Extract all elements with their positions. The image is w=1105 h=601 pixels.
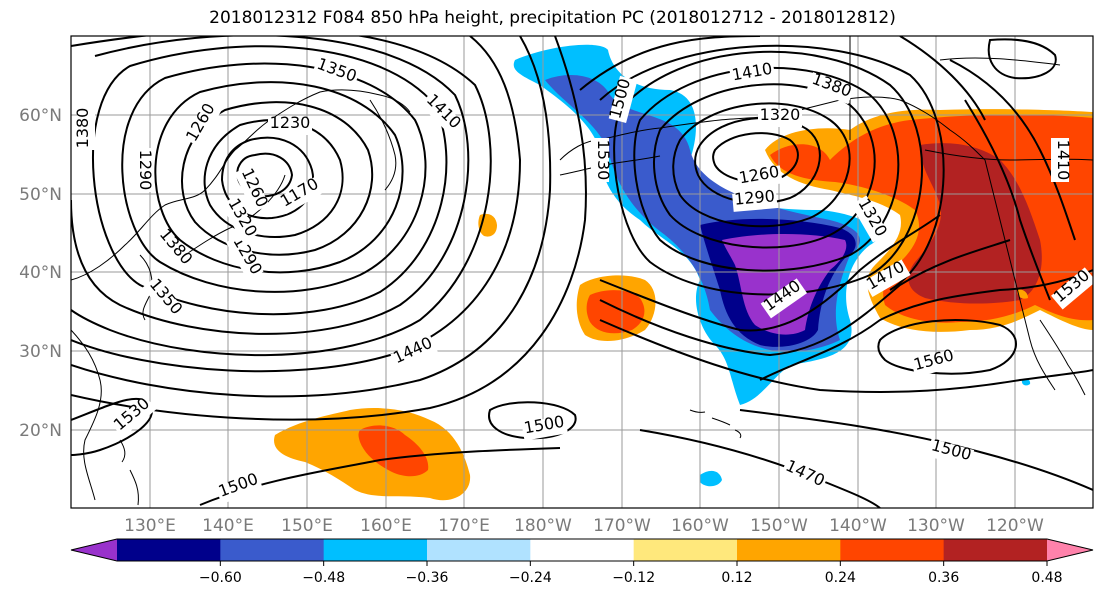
contour-1500	[71, 36, 587, 421]
coast-kamchatka	[369, 99, 397, 191]
border-canada-us	[924, 149, 1093, 161]
contour-1500-ring	[488, 401, 577, 440]
colorbar-tick-label: −0.48	[302, 570, 345, 586]
contour-1440-ak	[599, 44, 945, 291]
colorbar-tick-label: 0.36	[928, 570, 959, 586]
contour-1350	[92, 45, 448, 316]
lat-label: 20°N	[19, 421, 62, 441]
colorbar-extend-max	[1047, 539, 1093, 561]
lat-label: 30°N	[19, 342, 62, 362]
lon-label: 150°W	[750, 516, 808, 536]
lon-label: 140°E	[202, 516, 254, 536]
precip-small-3	[1017, 289, 1028, 299]
contour-1440-na	[964, 99, 1051, 301]
contour-1290	[154, 81, 404, 274]
lon-label: 170°E	[438, 516, 490, 536]
lon-label: 150°E	[281, 516, 333, 536]
contour-1560-ring	[877, 319, 1017, 375]
contour-1410-na	[949, 59, 1076, 241]
contour-1260	[181, 101, 374, 256]
coast-asia	[71, 89, 411, 281]
lon-label: 120°W	[986, 516, 1044, 536]
colorbar-box	[530, 539, 635, 561]
colorbar-box	[323, 539, 428, 561]
precip-small-1	[700, 470, 722, 487]
colorbar-box	[840, 539, 945, 561]
contour-1530	[71, 397, 153, 456]
contour-1500-east	[599, 319, 1093, 393]
lon-label: 130°W	[907, 516, 965, 536]
coast-philippines	[129, 469, 139, 506]
contour-1200	[220, 136, 315, 220]
contour-closed-ne	[987, 38, 1057, 80]
contour-label: 1410	[1054, 140, 1073, 181]
colorbar-tick-label: −0.60	[199, 570, 242, 586]
lon-label: 130°E	[124, 516, 176, 536]
contour-1410	[71, 36, 492, 357]
colorbar-extend-min	[71, 539, 117, 561]
colorbar-box	[943, 539, 1048, 561]
colorbar-tick-label: −0.36	[406, 570, 449, 586]
coast-hudson	[939, 57, 1061, 66]
colorbar-tick-label: 0.12	[721, 570, 752, 586]
contour-1470	[71, 36, 552, 398]
contour-label: 1320	[760, 105, 801, 124]
lat-label: 50°N	[19, 185, 62, 205]
contour-1440-east	[599, 214, 941, 332]
colorbar-tick-label: 0.24	[825, 570, 856, 586]
colorbar-box	[220, 539, 325, 561]
colorbar-tick-label: −0.12	[612, 570, 655, 586]
contour-label: 1230	[270, 113, 311, 132]
lon-label: 160°E	[360, 516, 412, 536]
contour-1350-ak	[653, 83, 876, 249]
map-title: 2018012312 F084 850 hPa height, precipit…	[209, 8, 896, 28]
lon-label: 180°W	[514, 516, 572, 536]
contour-1530-east	[759, 269, 1093, 381]
contour-label: 1530	[594, 140, 613, 181]
contour-1380	[71, 36, 470, 335]
lon-label: 160°W	[671, 516, 729, 536]
coast-namerica-west	[984, 159, 1056, 391]
lon-label: 140°W	[829, 516, 887, 536]
latitude-labels: 60°N 50°N 40°N 30°N 20°N	[19, 106, 62, 441]
longitude-labels: 130°E 140°E 150°E 160°E 170°E 180°W 170°…	[124, 516, 1044, 536]
colorbar: −0.60 −0.48 −0.36 −0.24 −0.12 0.12 0.24 0.36 0.4…	[70, 538, 1094, 586]
contour-1440	[71, 36, 522, 373]
map-frame	[70, 35, 1094, 509]
precip-pos-south-inner	[358, 425, 429, 477]
height-contours	[71, 36, 1093, 508]
contour-label: 1380	[73, 108, 92, 149]
contour-1380-ak	[633, 66, 900, 272]
contour-1470-east	[599, 239, 1011, 357]
lon-label: 170°W	[593, 516, 651, 536]
contour-label: 1290	[733, 186, 775, 208]
precip-neg-460	[722, 234, 847, 335]
colorbar-tick-label: 0.48	[1031, 570, 1062, 586]
lat-label: 60°N	[19, 106, 62, 126]
colorbar-box	[737, 539, 841, 561]
contour-label: 1290	[136, 150, 155, 191]
colorbar-tick-label: −0.24	[509, 570, 552, 586]
colorbar-box	[427, 539, 531, 561]
contour-1230	[203, 119, 344, 238]
contour-1380-na	[899, 36, 986, 121]
contour-1410-ak	[613, 50, 924, 296]
coast-hawaii	[689, 409, 742, 439]
contour-1320-ak	[672, 102, 851, 228]
coast-baja	[1039, 319, 1086, 396]
colorbar-box	[117, 539, 221, 561]
lat-label: 40°N	[19, 263, 62, 283]
colorbar-box	[633, 539, 738, 561]
